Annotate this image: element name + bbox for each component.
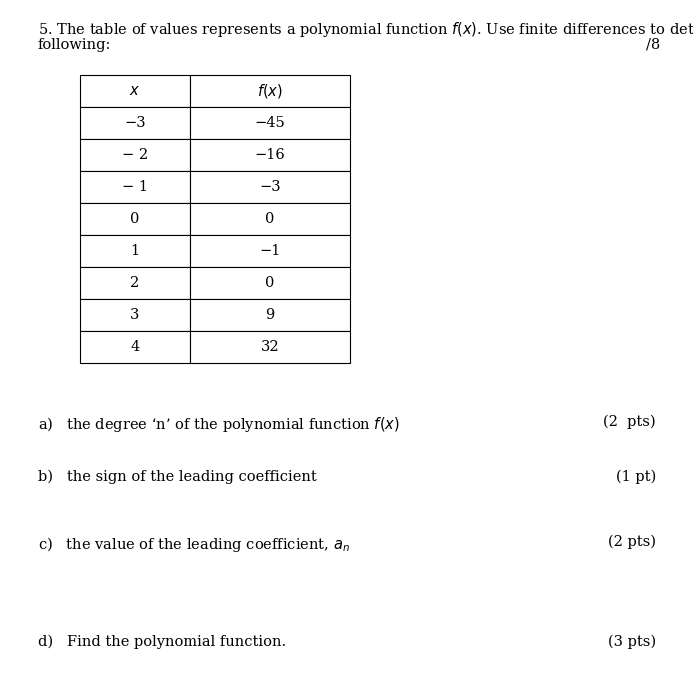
Text: (3 pts): (3 pts) bbox=[608, 635, 656, 650]
Text: /8: /8 bbox=[646, 38, 660, 52]
Text: 9: 9 bbox=[265, 308, 274, 322]
Text: (2 pts): (2 pts) bbox=[608, 535, 656, 550]
Bar bbox=[80, 235, 190, 267]
Bar bbox=[190, 331, 350, 363]
Text: (2  pts): (2 pts) bbox=[604, 415, 656, 429]
Text: 2: 2 bbox=[130, 276, 139, 290]
Text: − 1: − 1 bbox=[122, 180, 148, 194]
Text: −3: −3 bbox=[259, 180, 281, 194]
Bar bbox=[80, 139, 190, 171]
Text: 0: 0 bbox=[265, 212, 274, 226]
Text: −3: −3 bbox=[124, 116, 146, 130]
Text: −45: −45 bbox=[254, 116, 286, 130]
Text: 4: 4 bbox=[130, 340, 139, 354]
Text: $x$: $x$ bbox=[130, 84, 141, 98]
Bar bbox=[80, 107, 190, 139]
Bar bbox=[190, 235, 350, 267]
Bar bbox=[190, 203, 350, 235]
Bar bbox=[190, 171, 350, 203]
Text: b)   the sign of the leading coefficient: b) the sign of the leading coefficient bbox=[38, 470, 317, 484]
Bar bbox=[80, 203, 190, 235]
Text: a)   the degree ‘n’ of the polynomial function $f(x)$: a) the degree ‘n’ of the polynomial func… bbox=[38, 415, 400, 434]
Bar bbox=[190, 299, 350, 331]
Text: − 2: − 2 bbox=[122, 148, 148, 162]
Bar bbox=[80, 331, 190, 363]
Bar bbox=[80, 299, 190, 331]
Text: (1 pt): (1 pt) bbox=[616, 470, 656, 484]
Text: −1: −1 bbox=[259, 244, 281, 258]
Text: c)   the value of the leading coefficient, $a_n$: c) the value of the leading coefficient,… bbox=[38, 535, 350, 554]
Text: −16: −16 bbox=[254, 148, 286, 162]
Text: 0: 0 bbox=[130, 212, 140, 226]
Text: 0: 0 bbox=[265, 276, 274, 290]
Bar bbox=[190, 139, 350, 171]
Text: 5. The table of values represents a polynomial function $f(x)$. Use finite diffe: 5. The table of values represents a poly… bbox=[38, 20, 693, 39]
Bar bbox=[80, 75, 190, 107]
Text: 3: 3 bbox=[130, 308, 140, 322]
Bar bbox=[190, 75, 350, 107]
Text: 1: 1 bbox=[130, 244, 139, 258]
Bar bbox=[80, 171, 190, 203]
Bar bbox=[80, 267, 190, 299]
Text: following:: following: bbox=[38, 38, 112, 52]
Text: d)   Find the polynomial function.: d) Find the polynomial function. bbox=[38, 635, 286, 650]
Text: $f(x)$: $f(x)$ bbox=[257, 82, 283, 100]
Text: 32: 32 bbox=[261, 340, 279, 354]
Bar bbox=[190, 107, 350, 139]
Bar bbox=[190, 267, 350, 299]
